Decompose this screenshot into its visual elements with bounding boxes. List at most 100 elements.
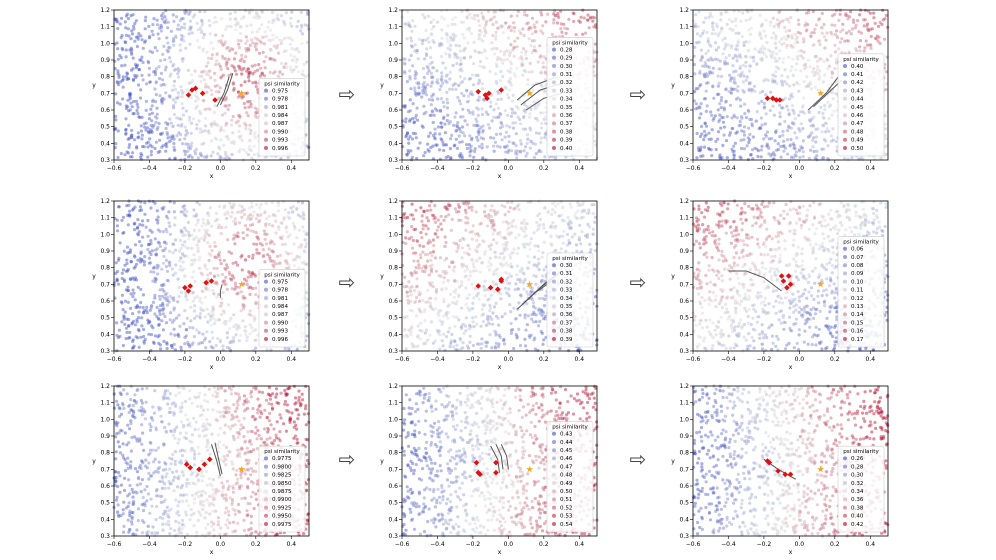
scatter-point (491, 144, 496, 148)
scatter-point (153, 70, 158, 74)
scatter-point (125, 330, 129, 334)
scatter-point (430, 109, 434, 113)
scatter-point (197, 45, 201, 50)
scatter-point (185, 131, 189, 135)
scatter-point (717, 45, 721, 50)
scatter-point (189, 305, 193, 309)
scatter-point (702, 138, 706, 142)
scatter-point (713, 57, 718, 61)
scatter-point (200, 301, 204, 305)
scatter-point (194, 152, 198, 156)
scatter-point (160, 25, 164, 30)
scatter-point (169, 139, 173, 143)
scatter-point (129, 14, 133, 18)
scatter-point (546, 12, 550, 16)
scatter-point (300, 25, 304, 30)
scatter-point (176, 333, 180, 337)
scatter-point (515, 66, 519, 70)
scatter-point (180, 17, 184, 21)
scatter-point (236, 21, 240, 25)
scatter-point (193, 304, 197, 308)
scatter-point (199, 27, 203, 31)
scatter-point (115, 278, 119, 282)
scatter-point (518, 139, 523, 143)
scatter-point (238, 114, 242, 118)
scatter-point (213, 219, 217, 223)
scatter-point (539, 54, 543, 58)
scatter-point (248, 70, 252, 74)
scatter-point (136, 285, 140, 289)
scatter-point (466, 108, 470, 112)
scatter-point (150, 99, 155, 104)
scatter-point (477, 78, 481, 82)
scatter-point (202, 69, 206, 73)
scatter-point (515, 156, 519, 160)
scatter-point (833, 23, 837, 27)
scatter-point (167, 261, 171, 265)
scatter-point (813, 85, 818, 89)
y-tick-label: 1.0 (100, 231, 110, 238)
scatter-point (787, 55, 791, 59)
chart-r2c1: −0.6 −0.4 −0.2 0.0 0.2 0.40.30.40.50.60.70.80… (92, 198, 311, 371)
scatter-point (467, 143, 471, 147)
scatter-point (435, 143, 439, 147)
scatter-point (705, 104, 709, 108)
scatter-point (537, 227, 541, 231)
scatter-point (805, 75, 809, 79)
scatter-point (494, 62, 498, 66)
scatter-point (125, 251, 129, 255)
scatter-point (527, 37, 531, 41)
scatter-point (181, 59, 185, 64)
scatter-point (134, 64, 139, 68)
scatter-point (197, 239, 201, 243)
scatter-point (295, 206, 299, 210)
scatter-point (223, 104, 227, 108)
scatter-point (292, 68, 296, 72)
scatter-point (711, 28, 715, 32)
scatter-point (519, 149, 523, 153)
scatter-point (726, 43, 731, 47)
scatter-point (240, 72, 244, 76)
scatter-point (270, 10, 275, 15)
scatter-point (533, 48, 537, 53)
legend-label: 0.32 (560, 80, 572, 86)
scatter-point (718, 113, 722, 117)
scatter-point (700, 124, 704, 129)
scatter-point (126, 289, 130, 293)
scatter-point (869, 34, 873, 39)
scatter-point (217, 223, 221, 227)
scatter-point (710, 71, 715, 75)
scatter-point (506, 150, 510, 154)
scatter-point (812, 149, 816, 154)
scatter-point (862, 49, 866, 53)
scatter-point (472, 269, 476, 273)
scatter-point (230, 210, 234, 215)
scatter-point (248, 123, 252, 127)
scatter-point (130, 155, 134, 159)
scatter-point (472, 155, 476, 159)
scatter-point (253, 274, 257, 278)
scatter-point (181, 16, 185, 21)
scatter-point (242, 15, 246, 19)
scatter-point (759, 36, 764, 40)
scatter-point (443, 122, 447, 126)
scatter-point (135, 305, 139, 309)
scatter-point (739, 104, 743, 108)
scatter-point (735, 59, 739, 63)
scatter-point (494, 20, 498, 24)
scatter-point (507, 148, 511, 152)
scatter-point (154, 81, 158, 85)
scatter-point (141, 235, 145, 239)
scatter-point (150, 111, 154, 115)
scatter-point (188, 325, 192, 329)
scatter-point (137, 83, 141, 87)
scatter-point (732, 113, 736, 117)
scatter-point (521, 47, 526, 51)
scatter-point (152, 270, 156, 274)
scatter-point (137, 135, 141, 139)
scatter-point (131, 208, 135, 212)
scatter-point (483, 49, 487, 54)
scatter-point (225, 60, 229, 64)
scatter-point (514, 111, 518, 116)
scatter-point (404, 117, 408, 121)
